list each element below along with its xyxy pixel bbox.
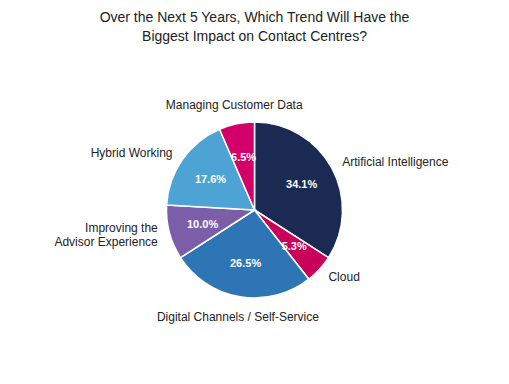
svg-text:Cloud: Cloud — [328, 270, 359, 284]
svg-text:Hybrid Working: Hybrid Working — [91, 146, 173, 160]
svg-text:Improving theAdvisor Experienc: Improving theAdvisor Experience — [54, 221, 158, 249]
svg-text:Digital Channels / Self-Servic: Digital Channels / Self-Service — [157, 310, 319, 324]
svg-text:26.5%: 26.5% — [230, 257, 261, 269]
svg-text:6.5%: 6.5% — [231, 151, 256, 163]
html-text:Over the Next 5 Years, Which T: Over the Next 5 Years, Which Trend Will … — [99, 9, 410, 44]
svg-text:5.3%: 5.3% — [282, 240, 307, 252]
svg-text:34.1%: 34.1% — [286, 178, 317, 190]
svg-text:Artificial Intelligence: Artificial Intelligence — [342, 155, 448, 169]
svg-text:Managing Customer Data: Managing Customer Data — [166, 98, 303, 112]
svg-text:10.0%: 10.0% — [187, 218, 218, 230]
svg-text:17.6%: 17.6% — [195, 173, 226, 185]
